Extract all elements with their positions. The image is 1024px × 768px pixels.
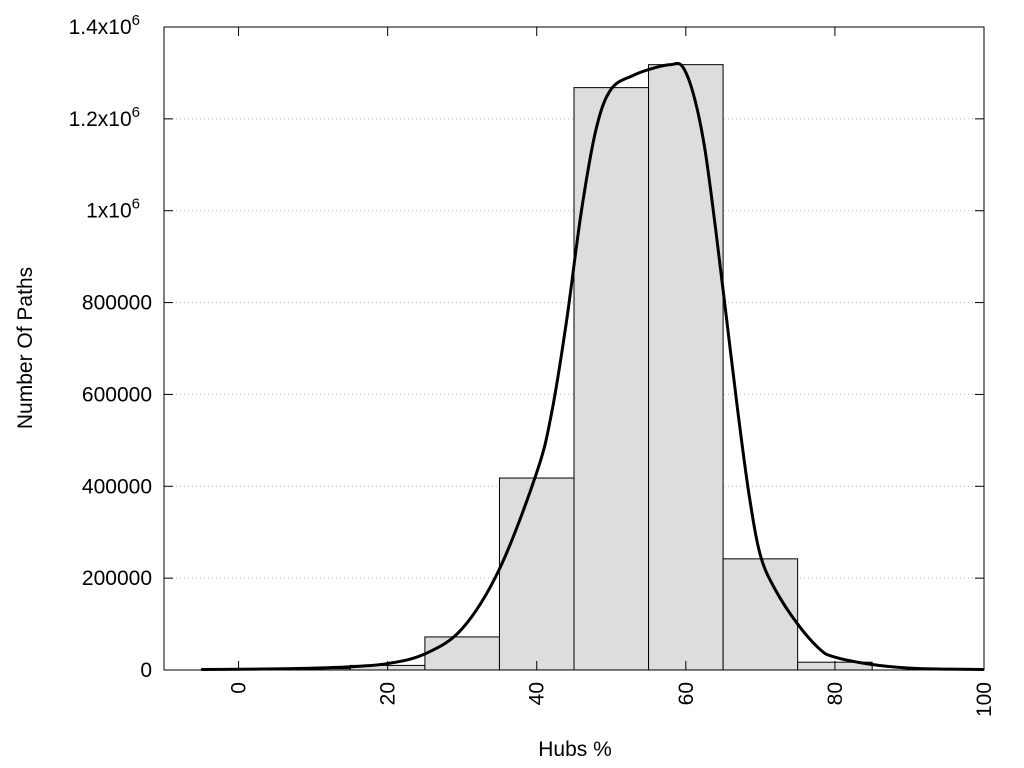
y-tick-label-0: 0 (140, 659, 152, 682)
histogram-bar-5 (573, 87, 650, 671)
x-axis-title: Hubs % (538, 738, 612, 761)
fit-curve-line (201, 61, 985, 672)
histogram-bar-3 (424, 636, 500, 671)
y-tick-label-4: 800000 (82, 292, 152, 315)
y-tick-labels: 0 200000 400000 600000 800000 1x106 1.2x106 1.4… (69, 12, 152, 682)
y-tick-label-2: 400000 (82, 475, 152, 498)
histogram-bars (200, 64, 873, 671)
x-tick-label-2: 40 (526, 682, 549, 705)
axis-ticks (164, 26, 985, 671)
y-tick-label-1: 200000 (82, 567, 152, 590)
y-tick-label-6: 1.2x106 (69, 104, 140, 131)
y-tick-label-5: 1x106 (86, 196, 140, 223)
x-tick-label-1: 20 (377, 682, 400, 705)
grid-lines (164, 118, 984, 579)
fit-curve (201, 61, 985, 672)
x-tick-label-4: 80 (824, 682, 847, 705)
x-tick-labels: 0 20 40 60 80 100 (228, 682, 996, 717)
x-tick-label-0: 0 (228, 682, 251, 694)
y-tick-label-3: 600000 (82, 383, 152, 406)
histogram-bar-6 (648, 64, 724, 671)
histogram-bar-4 (498, 477, 575, 671)
x-tick-label-3: 60 (675, 682, 698, 705)
y-axis-title: Number Of Paths (14, 267, 37, 429)
plot-frame (163, 26, 985, 671)
y-tick-label-7: 1.4x106 (69, 12, 140, 39)
histogram-bar-7 (722, 558, 799, 671)
x-tick-label-5: 100 (973, 682, 996, 717)
